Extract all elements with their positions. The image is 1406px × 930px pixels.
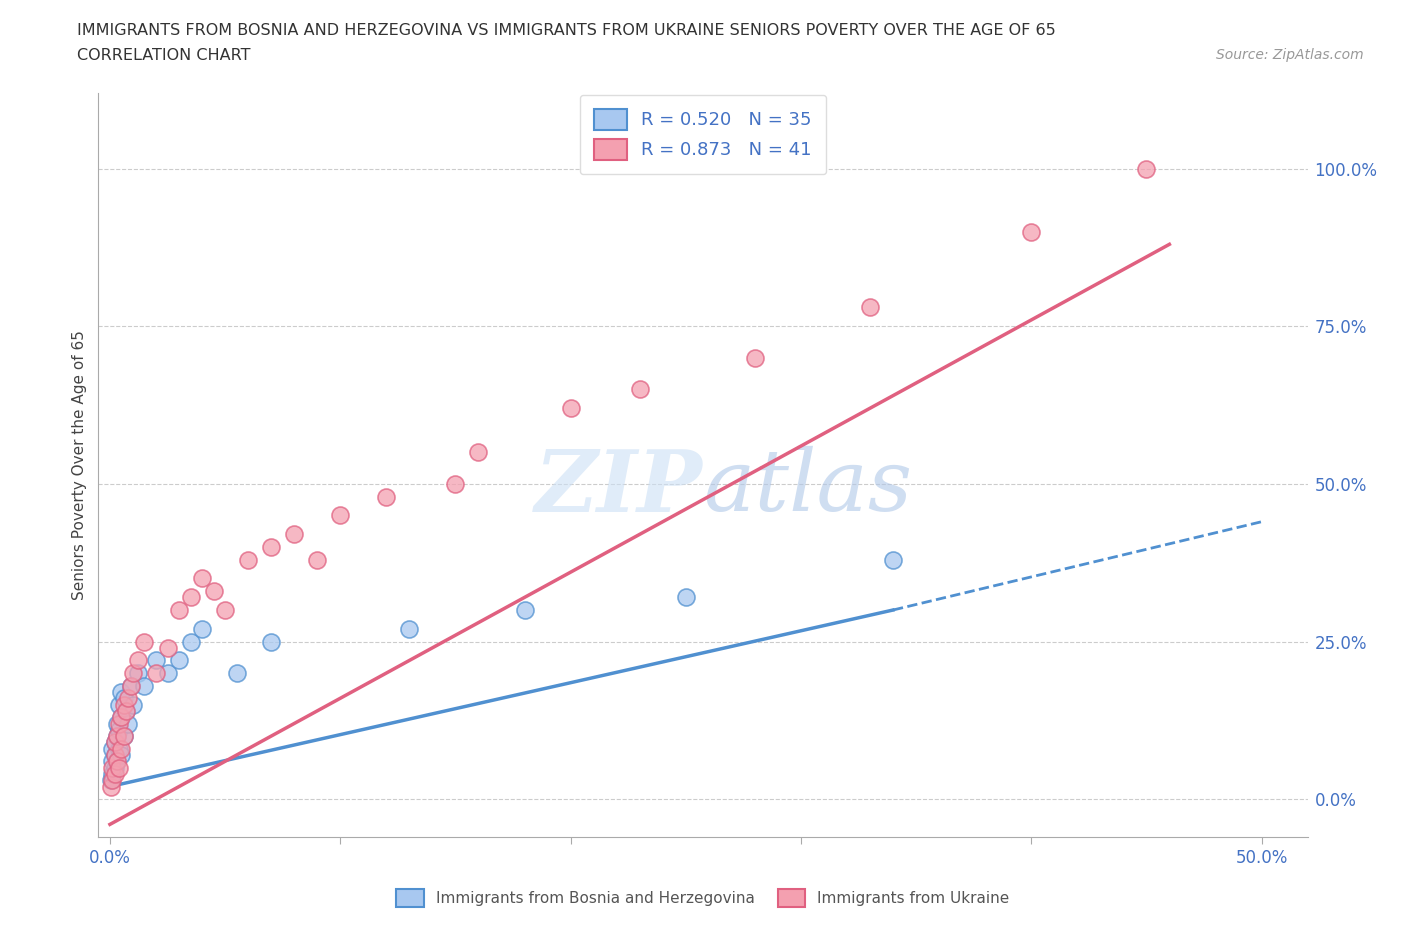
Point: [100, 773, 122, 788]
Point: [110, 684, 132, 699]
Point: [1019, 224, 1042, 239]
Point: [180, 634, 202, 649]
Point: [101, 760, 124, 775]
Point: [108, 741, 131, 756]
Point: [112, 729, 135, 744]
Point: [100, 779, 122, 794]
Point: [112, 691, 135, 706]
Point: [882, 552, 904, 567]
Point: [225, 666, 247, 681]
Point: [156, 641, 179, 656]
Point: [513, 603, 536, 618]
Point: [108, 723, 131, 737]
Point: [105, 754, 128, 769]
Point: [108, 760, 131, 775]
Point: [117, 691, 139, 706]
Point: [115, 703, 138, 718]
Point: [108, 716, 131, 731]
Point: [120, 678, 142, 693]
Text: atlas: atlas: [703, 446, 912, 528]
Point: [744, 351, 766, 365]
Point: [101, 773, 124, 788]
Text: Source: ZipAtlas.com: Source: ZipAtlas.com: [1216, 48, 1364, 62]
Point: [110, 748, 132, 763]
Point: [145, 653, 167, 668]
Legend: Immigrants from Bosnia and Herzegovina, Immigrants from Ukraine: Immigrants from Bosnia and Herzegovina, …: [389, 884, 1017, 913]
Point: [122, 666, 145, 681]
Point: [180, 590, 202, 604]
Point: [103, 735, 125, 750]
Point: [105, 754, 128, 769]
Text: CORRELATION CHART: CORRELATION CHART: [77, 48, 250, 63]
Point: [127, 666, 149, 681]
Point: [675, 590, 697, 604]
Point: [214, 603, 236, 618]
Point: [260, 539, 283, 554]
Point: [103, 735, 125, 750]
Text: IMMIGRANTS FROM BOSNIA AND HERZEGOVINA VS IMMIGRANTS FROM UKRAINE SENIORS POVERT: IMMIGRANTS FROM BOSNIA AND HERZEGOVINA V…: [77, 23, 1056, 38]
Point: [115, 703, 138, 718]
Point: [167, 653, 190, 668]
Point: [260, 634, 283, 649]
Point: [859, 300, 882, 315]
Point: [112, 729, 135, 744]
Point: [134, 634, 156, 649]
Point: [191, 571, 214, 586]
Point: [398, 621, 420, 636]
Point: [101, 754, 124, 769]
Point: [628, 382, 651, 397]
Point: [110, 710, 132, 724]
Point: [117, 716, 139, 731]
Point: [110, 741, 132, 756]
Legend: R = 0.520   N = 35, R = 0.873   N = 41: R = 0.520 N = 35, R = 0.873 N = 41: [579, 95, 827, 174]
Point: [375, 489, 398, 504]
Point: [156, 666, 179, 681]
Point: [103, 766, 125, 781]
Point: [103, 748, 125, 763]
Point: [329, 508, 352, 523]
Point: [134, 678, 156, 693]
Point: [112, 698, 135, 712]
Point: [560, 401, 582, 416]
Point: [103, 748, 125, 763]
Point: [105, 716, 128, 731]
Point: [1135, 161, 1157, 176]
Point: [101, 741, 124, 756]
Point: [236, 552, 259, 567]
Point: [122, 698, 145, 712]
Point: [120, 678, 142, 693]
Y-axis label: Seniors Poverty Over the Age of 65: Seniors Poverty Over the Age of 65: [72, 330, 87, 600]
Point: [110, 710, 132, 724]
Point: [167, 603, 190, 618]
Point: [191, 621, 214, 636]
Point: [105, 729, 128, 744]
Point: [103, 760, 125, 775]
Point: [105, 729, 128, 744]
Text: ZIP: ZIP: [536, 445, 703, 529]
Point: [202, 584, 225, 599]
Point: [108, 698, 131, 712]
Point: [467, 445, 489, 459]
Point: [145, 666, 167, 681]
Point: [101, 766, 124, 781]
Point: [307, 552, 329, 567]
Point: [127, 653, 149, 668]
Point: [444, 476, 467, 491]
Point: [283, 527, 305, 542]
